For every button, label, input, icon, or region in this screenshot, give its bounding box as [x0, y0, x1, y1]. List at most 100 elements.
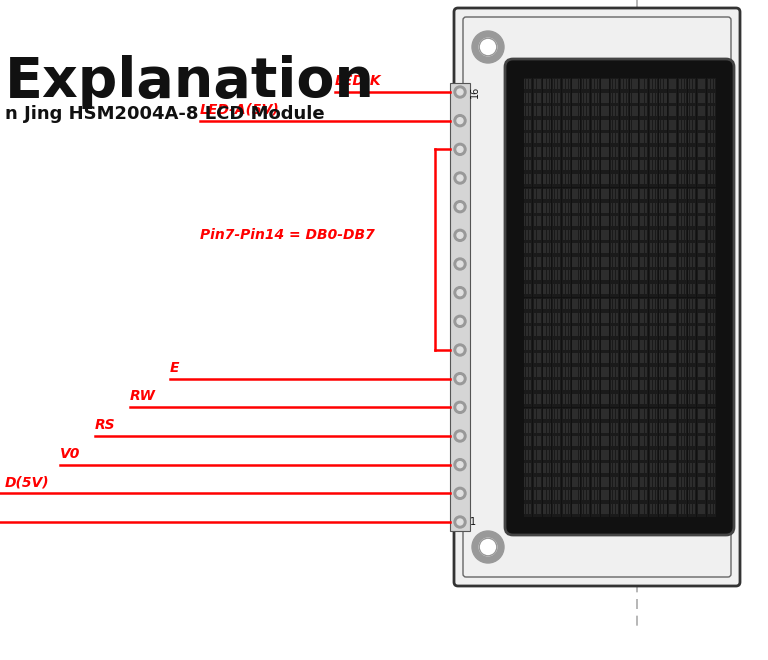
Bar — [545, 93, 546, 103]
Bar — [617, 367, 618, 377]
Bar — [614, 490, 615, 500]
Bar — [582, 326, 583, 337]
Bar — [691, 490, 693, 500]
Bar — [596, 490, 598, 500]
Bar — [646, 244, 647, 253]
Bar — [554, 189, 556, 199]
Bar — [614, 79, 615, 90]
Bar — [622, 257, 624, 267]
Bar — [550, 244, 551, 253]
Bar — [545, 120, 546, 130]
Bar — [547, 326, 548, 337]
Bar — [588, 504, 589, 514]
Bar — [607, 313, 608, 323]
Bar — [544, 244, 545, 253]
Bar — [588, 147, 589, 157]
Bar — [635, 244, 636, 253]
Bar — [651, 133, 652, 143]
Bar — [594, 174, 596, 184]
Bar — [611, 409, 612, 420]
Bar — [662, 93, 664, 103]
Bar — [644, 477, 646, 487]
Bar — [593, 380, 594, 391]
Bar — [577, 271, 578, 280]
Bar — [679, 203, 680, 213]
Bar — [688, 436, 690, 446]
Bar — [538, 300, 540, 310]
Bar — [566, 147, 567, 157]
Bar — [577, 257, 578, 267]
Bar — [577, 504, 578, 514]
Bar — [620, 77, 629, 187]
Bar — [679, 409, 680, 420]
Bar — [617, 423, 618, 433]
Bar — [614, 423, 615, 433]
Bar — [682, 300, 683, 310]
Bar — [593, 394, 594, 404]
Bar — [672, 284, 673, 294]
Bar — [535, 271, 537, 280]
Bar — [693, 313, 694, 323]
Bar — [622, 79, 624, 90]
Bar — [585, 490, 586, 500]
Bar — [534, 257, 535, 267]
Bar — [665, 504, 667, 514]
Bar — [545, 147, 546, 157]
Bar — [574, 160, 575, 170]
Bar — [585, 409, 586, 420]
Bar — [562, 407, 571, 517]
Bar — [603, 257, 604, 267]
Bar — [569, 106, 570, 116]
Bar — [545, 326, 546, 337]
Bar — [698, 271, 699, 280]
Bar — [525, 504, 527, 514]
Bar — [547, 93, 548, 103]
Bar — [621, 394, 622, 404]
Bar — [693, 326, 694, 337]
Bar — [622, 326, 624, 337]
Bar — [524, 353, 525, 364]
Bar — [622, 216, 624, 226]
Bar — [710, 436, 712, 446]
Bar — [641, 189, 643, 199]
Bar — [535, 423, 537, 433]
Bar — [559, 490, 561, 500]
Bar — [594, 380, 596, 391]
Bar — [644, 160, 646, 170]
Bar — [643, 244, 644, 253]
Bar — [534, 230, 535, 240]
Bar — [644, 133, 646, 143]
Bar — [669, 380, 670, 391]
Bar — [585, 284, 586, 294]
Bar — [644, 340, 646, 350]
Bar — [528, 367, 530, 377]
Bar — [672, 106, 673, 116]
Bar — [672, 79, 673, 90]
Bar — [709, 147, 710, 157]
Bar — [616, 490, 617, 500]
Bar — [687, 77, 697, 187]
Bar — [659, 203, 660, 213]
Bar — [572, 106, 574, 116]
Bar — [598, 477, 599, 487]
Bar — [614, 230, 615, 240]
Bar — [627, 230, 628, 240]
Bar — [577, 394, 578, 404]
Bar — [591, 409, 593, 420]
Bar — [547, 380, 548, 391]
Bar — [675, 93, 676, 103]
Bar — [601, 79, 603, 90]
Bar — [564, 230, 565, 240]
Bar — [622, 244, 624, 253]
Bar — [653, 380, 654, 391]
Bar — [450, 83, 470, 531]
Bar — [639, 407, 648, 517]
Bar — [587, 313, 588, 323]
Bar — [624, 106, 625, 116]
Bar — [554, 244, 556, 253]
Bar — [672, 436, 673, 446]
Bar — [548, 477, 549, 487]
Bar — [616, 284, 617, 294]
Bar — [607, 284, 608, 294]
Bar — [611, 367, 612, 377]
